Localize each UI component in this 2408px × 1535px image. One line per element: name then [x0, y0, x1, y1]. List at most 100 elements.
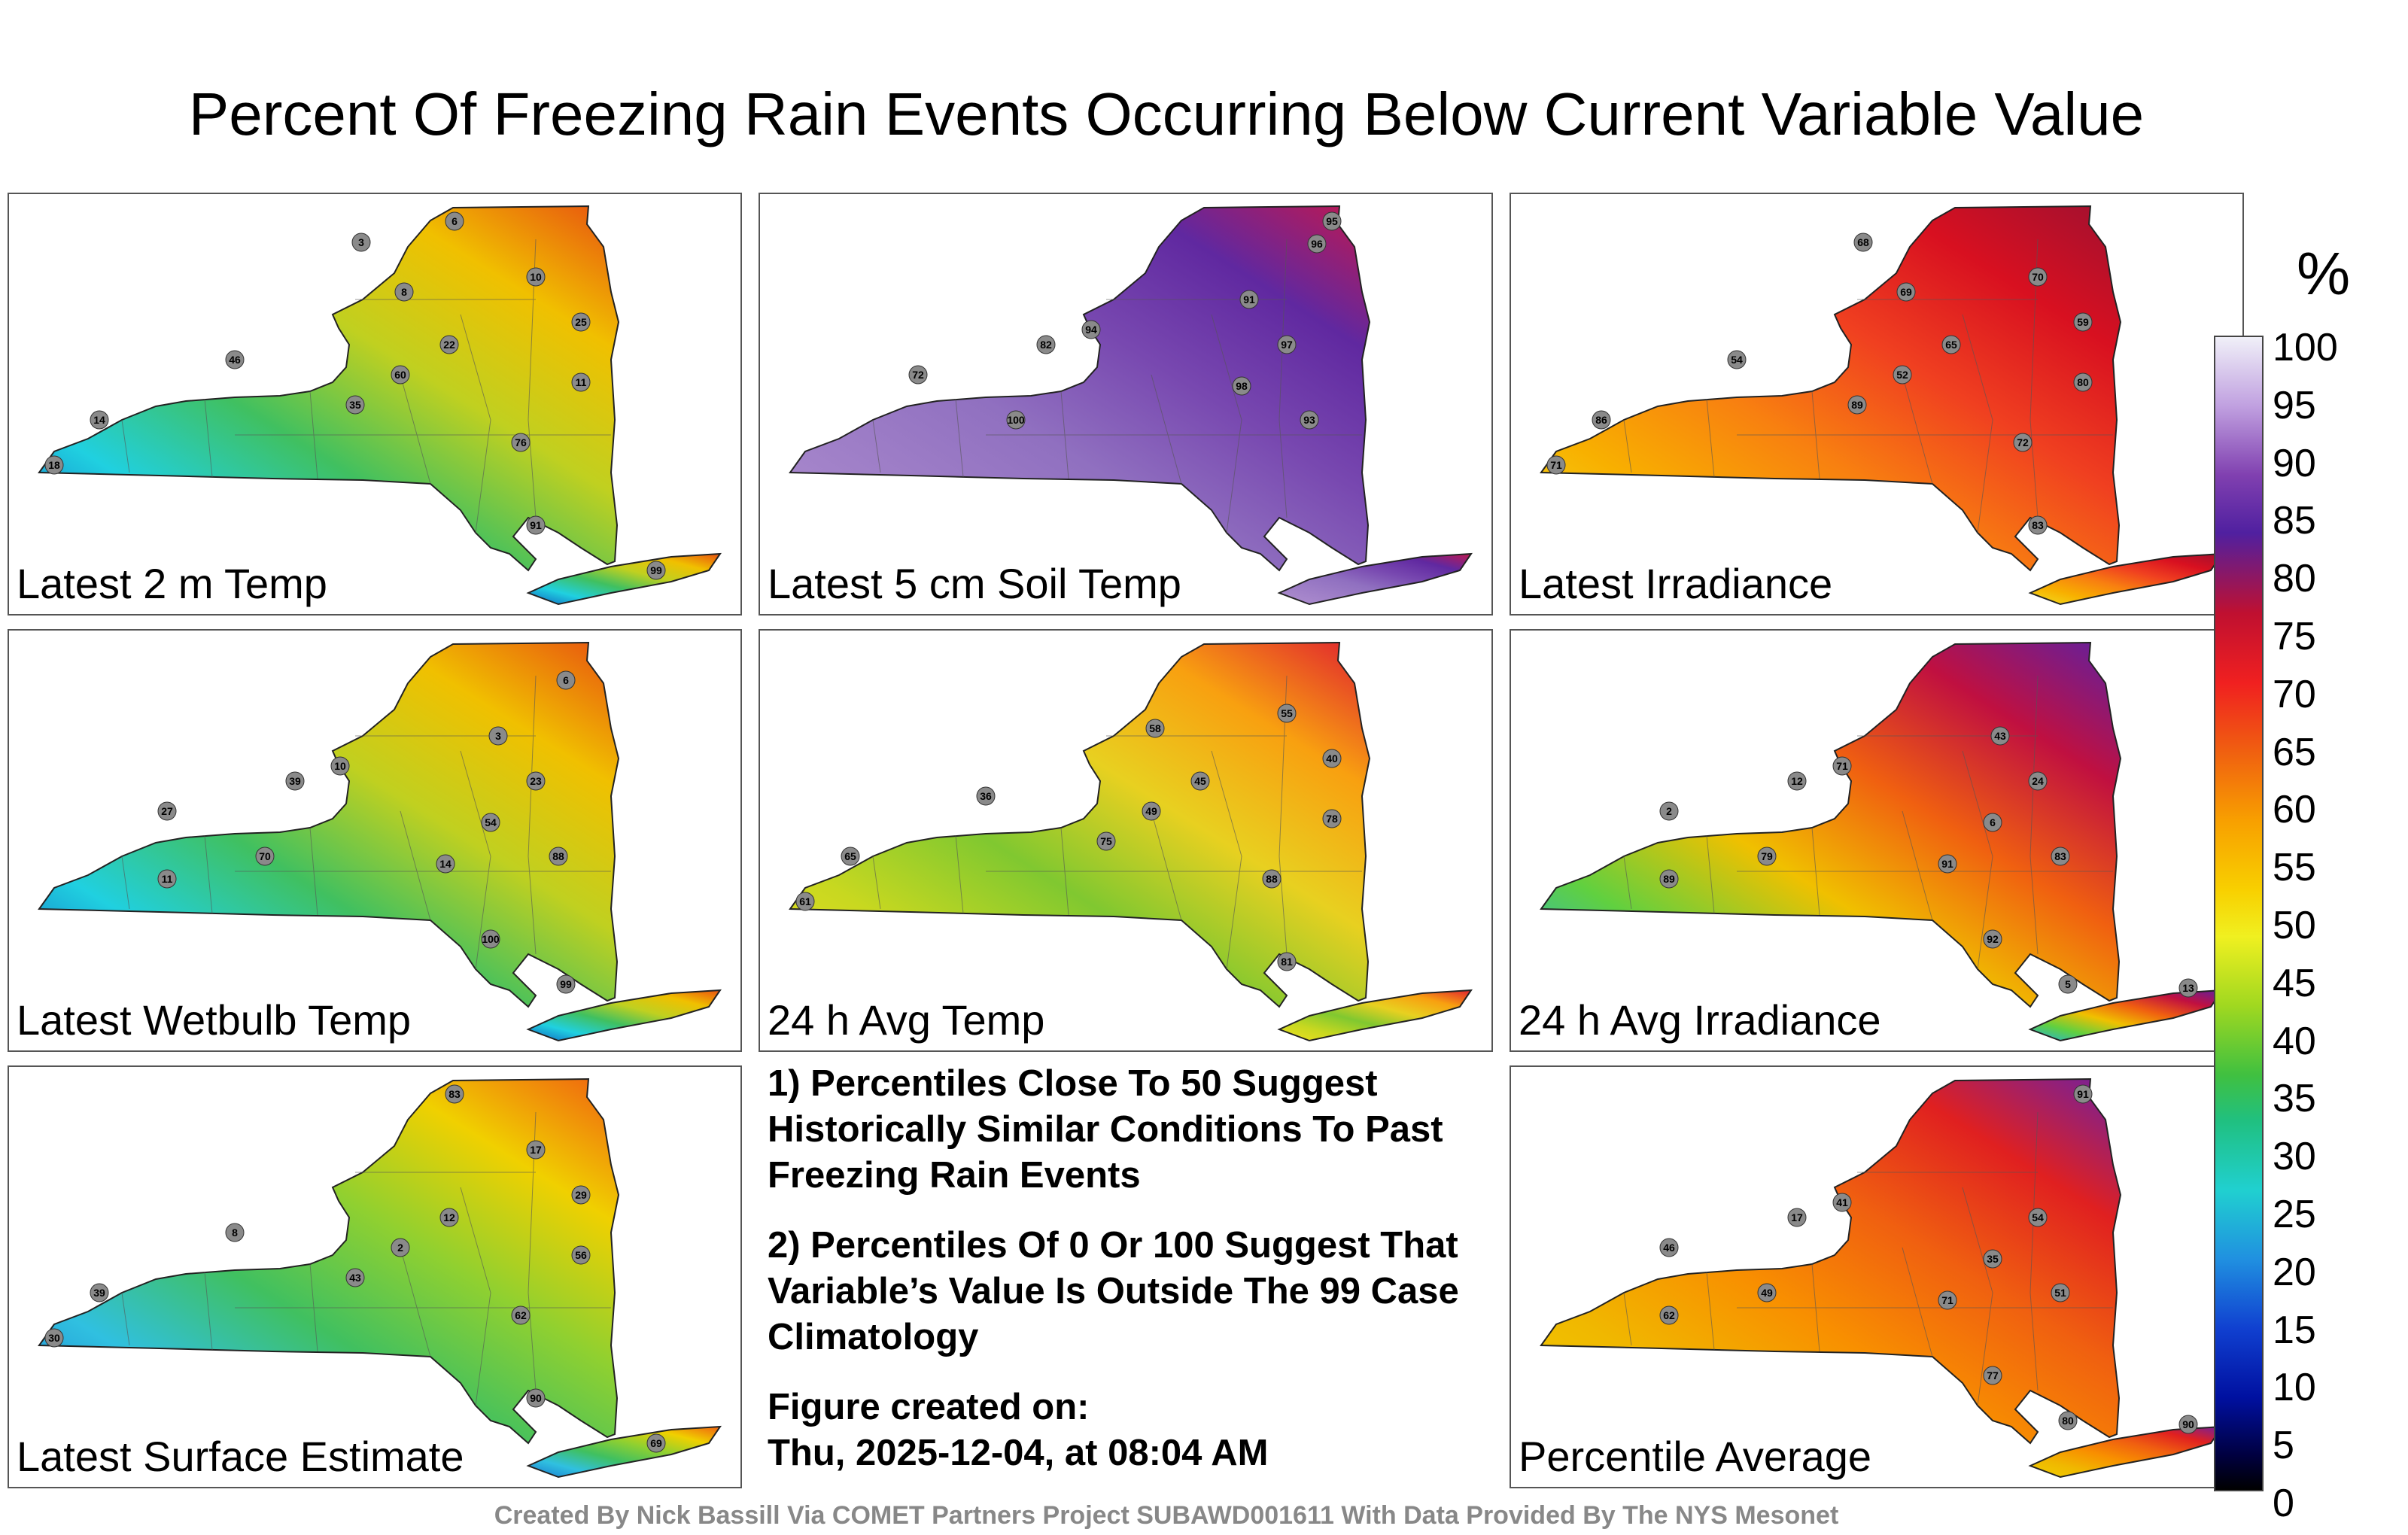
colorbar-tick: 90: [2273, 441, 2316, 485]
station-marker: [2178, 1415, 2198, 1434]
station-marker: [2051, 847, 2070, 866]
station-value: 71: [1941, 1294, 1953, 1306]
station-value: 45: [1194, 775, 1206, 787]
station-marker: [44, 455, 64, 475]
station-marker: [391, 365, 410, 385]
station-value: 2: [1666, 805, 1672, 817]
station-marker: [90, 410, 109, 430]
station-value: 86: [1595, 414, 1607, 426]
station-value: 54: [1731, 354, 1743, 366]
panel-label: 24 h Avg Temp: [768, 996, 1045, 1044]
colorbar-unit: %: [2297, 240, 2351, 307]
station-marker: [2028, 771, 2048, 791]
notes-block: 1) Percentiles Close To 50 Suggest Histo…: [768, 1061, 1475, 1476]
station-value: 6: [451, 215, 458, 227]
station-value: 30: [48, 1332, 60, 1344]
station-marker: [1896, 282, 1916, 302]
station-value: 46: [1663, 1242, 1675, 1254]
station-value: 100: [482, 933, 500, 945]
long-island-outline: [1277, 989, 1473, 1042]
panel-label: Latest 5 cm Soil Temp: [768, 560, 1181, 607]
station-value: 3: [358, 236, 364, 248]
station-marker: [1322, 211, 1342, 231]
station-value: 59: [2077, 316, 2089, 328]
station-value: 51: [2054, 1287, 2066, 1299]
station-value: 95: [1326, 215, 1338, 227]
station-marker: [549, 847, 568, 866]
panel-label: 24 h Avg Irradiance: [1519, 996, 1881, 1044]
colorbar-tick: 15: [2273, 1308, 2316, 1352]
station-marker: [526, 267, 546, 287]
station-value: 17: [530, 1144, 542, 1156]
station-value: 70: [2032, 271, 2044, 283]
station-marker: [646, 1433, 666, 1453]
station-value: 75: [1100, 835, 1112, 847]
map-panel-24h-avg-irradiance: 43 71 24 12 2 6 79 83 89 91 92 5 13 24 h Avg Irradian…: [1510, 629, 2244, 1052]
station-marker: [439, 335, 459, 354]
station-marker: [2058, 1411, 2078, 1430]
station-marker: [556, 974, 576, 994]
station-marker: [526, 771, 546, 791]
station-value: 17: [1791, 1211, 1803, 1223]
station-marker: [511, 433, 531, 452]
colorbar: [2214, 336, 2264, 1491]
station-value: 93: [1303, 414, 1315, 426]
station-marker: [1592, 410, 1611, 430]
station-marker: [556, 670, 576, 690]
station-marker: [1659, 1238, 1679, 1257]
station-marker: [439, 1208, 459, 1227]
station-value: 12: [443, 1211, 455, 1223]
created-value: Thu, 2025-12-04, at 08:04 AM: [768, 1433, 1269, 1473]
station-marker: [436, 854, 455, 874]
station-marker: [841, 847, 860, 866]
figure-title: Percent Of Freezing Rain Events Occurrin…: [188, 81, 2145, 147]
station-value: 22: [443, 339, 455, 351]
station-value: 90: [530, 1392, 542, 1404]
colorbar-tick: 95: [2273, 383, 2316, 427]
station-value: 81: [1281, 956, 1293, 968]
state-outline: [38, 641, 620, 1008]
station-marker: [1036, 335, 1056, 354]
station-value: 61: [799, 895, 811, 907]
station-marker: [445, 211, 464, 231]
note-1: 1) Percentiles Close To 50 Suggest Histo…: [768, 1063, 1443, 1196]
station-value: 72: [2017, 436, 2029, 448]
colorbar-tick: 0: [2273, 1482, 2294, 1525]
colorbar-tick: 85: [2273, 499, 2316, 543]
panel-label: Latest 2 m Temp: [17, 560, 327, 607]
station-marker: [908, 365, 928, 385]
map-panel-24h-avg-temp: 58 55 45 40 36 49 65 75 78 61 88 81 24 h Avg Temp: [759, 629, 1493, 1052]
station-marker: [1659, 801, 1679, 821]
station-value: 62: [515, 1309, 527, 1321]
panel-label: Percentile Average: [1519, 1433, 1872, 1480]
station-value: 39: [93, 1287, 105, 1299]
station-marker: [976, 786, 996, 806]
panel-label: Latest Irradiance: [1519, 560, 1833, 607]
station-marker: [157, 869, 177, 889]
state-outline: [1540, 641, 2122, 1008]
station-value: 3: [495, 730, 501, 742]
station-marker: [1300, 410, 1319, 430]
map-panel-2m-temp: 6 3 8 10 22 25 46 60 14 35 11 18 76 91 99 Latest 2 m Te…: [8, 193, 742, 616]
station-marker: [1239, 290, 1259, 309]
colorbar-tick: 25: [2273, 1193, 2316, 1236]
station-marker: [2051, 1283, 2070, 1302]
station-value: 68: [1857, 236, 1869, 248]
station-value: 71: [1550, 459, 1562, 471]
station-marker: [1322, 809, 1342, 828]
station-marker: [1847, 395, 1867, 415]
colorbar-tick: 45: [2273, 961, 2316, 1005]
station-marker: [44, 1328, 64, 1348]
station-marker: [345, 395, 365, 415]
station-marker: [1983, 929, 2002, 949]
station-marker: [2028, 515, 2048, 535]
station-marker: [1232, 376, 1251, 396]
station-value: 46: [229, 354, 241, 366]
station-marker: [2178, 978, 2198, 998]
station-value: 41: [1836, 1196, 1848, 1208]
state-map: 43 71 24 12 2 6 79 83 89 91 92 5 13: [1540, 641, 2224, 1042]
station-value: 76: [515, 436, 527, 448]
station-marker: [571, 1245, 591, 1265]
station-value: 43: [1994, 730, 2006, 742]
station-value: 97: [1281, 339, 1293, 351]
